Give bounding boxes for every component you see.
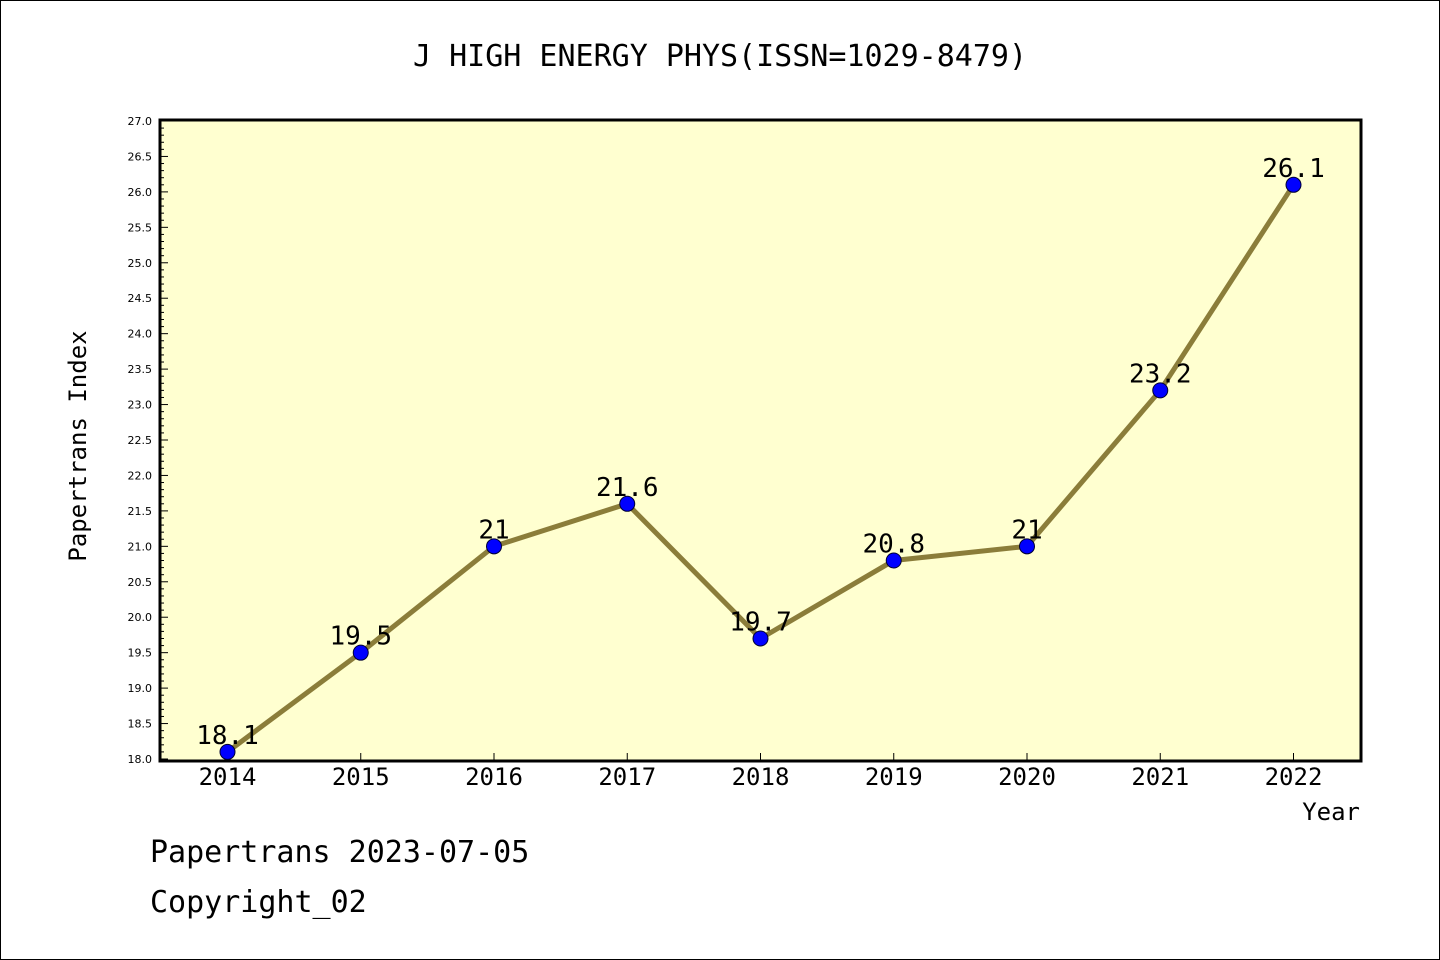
data-point <box>1285 176 1302 193</box>
y-axis: 18.0 18.5 19.0 19.5 20.0 20.5 21.0 21.5 22.0 22.5… <box>128 115 168 766</box>
y-tick-label: 21.0 <box>128 540 153 553</box>
x-axis-label: Year <box>1302 798 1360 826</box>
x-tick-label: 2022 <box>1265 763 1323 791</box>
y-tick-label: 26.0 <box>128 186 153 199</box>
chart-title: J HIGH ENERGY PHYS(ISSN=1029-8479) <box>413 39 1027 74</box>
y-tick-label: 24.0 <box>128 328 153 341</box>
data-point <box>219 743 236 760</box>
data-label: 21 <box>1011 515 1042 545</box>
data-labels: 18.1 19.5 21 21.6 19.7 20.8 21 23.2 26.1 <box>196 154 1325 751</box>
y-tick-label: 19.0 <box>128 682 153 695</box>
y-tick-label: 24.5 <box>128 292 153 305</box>
data-label: 19.5 <box>329 622 392 652</box>
y-tick-label: 22.0 <box>128 469 153 482</box>
x-tick-label: 2017 <box>598 763 656 791</box>
data-point <box>752 630 769 647</box>
data-label: 26.1 <box>1262 154 1325 184</box>
data-label: 21 <box>478 515 509 545</box>
footer-copyright: Copyright_02 <box>150 885 367 920</box>
x-tick-label: 2021 <box>1131 763 1189 791</box>
data-label: 20.8 <box>862 530 925 560</box>
y-tick-label: 20.5 <box>128 576 153 589</box>
y-tick-label: 23.5 <box>128 363 153 376</box>
y-tick-label: 25.0 <box>128 257 153 270</box>
y-tick-label: 21.5 <box>128 505 153 518</box>
data-point <box>619 495 636 512</box>
x-tick-label: 2019 <box>865 763 923 791</box>
data-point <box>486 538 502 555</box>
data-label: 21.6 <box>596 473 659 503</box>
data-point <box>1019 538 1035 555</box>
y-tick-label: 18.0 <box>128 753 153 766</box>
x-tick-label: 2018 <box>732 763 790 791</box>
footer-date: Papertrans 2023-07-05 <box>150 835 530 870</box>
x-tick-label: 2015 <box>332 763 390 791</box>
x-axis: 2014 2015 2016 2017 2018 2019 2020 2021 2022 <box>199 753 1323 791</box>
y-tick-label: 22.5 <box>128 434 153 447</box>
y-tick-label: 27.0 <box>128 115 153 128</box>
data-point <box>352 644 369 661</box>
data-label: 18.1 <box>196 721 259 751</box>
x-tick-label: 2016 <box>465 763 523 791</box>
series-markers <box>219 176 1302 760</box>
data-point <box>885 552 902 569</box>
x-tick-label: 2014 <box>199 763 257 791</box>
y-tick-label: 23.0 <box>128 399 153 412</box>
data-point <box>1152 382 1169 399</box>
y-axis-label: Papertrans Index <box>64 330 92 561</box>
y-tick-label: 20.0 <box>128 611 153 624</box>
plot-area <box>158 118 1363 763</box>
x-tick-label: 2020 <box>998 763 1056 791</box>
y-tick-label: 25.5 <box>128 221 153 234</box>
y-tick-label: 26.5 <box>128 150 153 163</box>
y-tick-label: 19.5 <box>128 647 153 660</box>
data-label: 23.2 <box>1129 359 1192 389</box>
y-tick-label: 18.5 <box>128 718 153 731</box>
data-label: 19.7 <box>729 607 792 637</box>
